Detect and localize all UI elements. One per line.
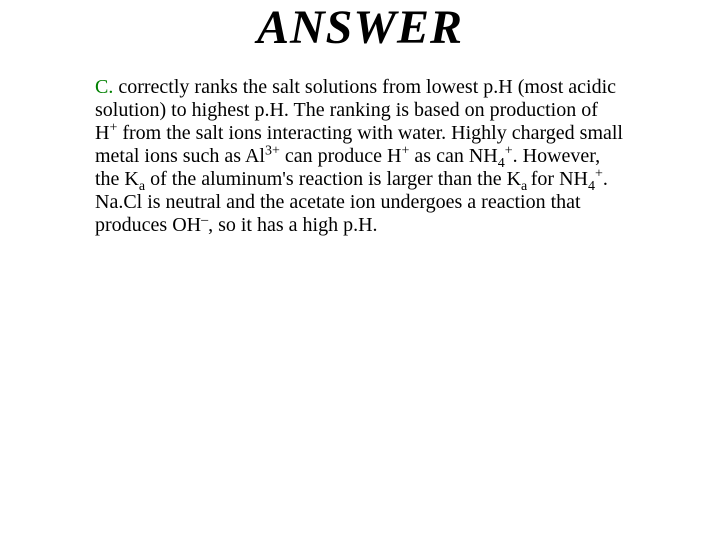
text-segment: for NH	[531, 168, 588, 190]
superscript: 3+	[265, 143, 280, 158]
subscript: 4	[588, 179, 595, 194]
text-segment: can produce H	[280, 145, 402, 167]
answer-paragraph: C. correctly ranks the salt solutions fr…	[0, 76, 720, 237]
superscript: +	[595, 166, 603, 181]
answer-label: C.	[95, 76, 113, 98]
page-title: ANSWER	[0, 4, 720, 52]
superscript: +	[505, 143, 513, 158]
text-segment: of the aluminum's reaction is larger tha…	[145, 168, 521, 190]
text-segment: , so it has a high p.H.	[208, 214, 377, 236]
text-segment: as can NH	[409, 145, 497, 167]
